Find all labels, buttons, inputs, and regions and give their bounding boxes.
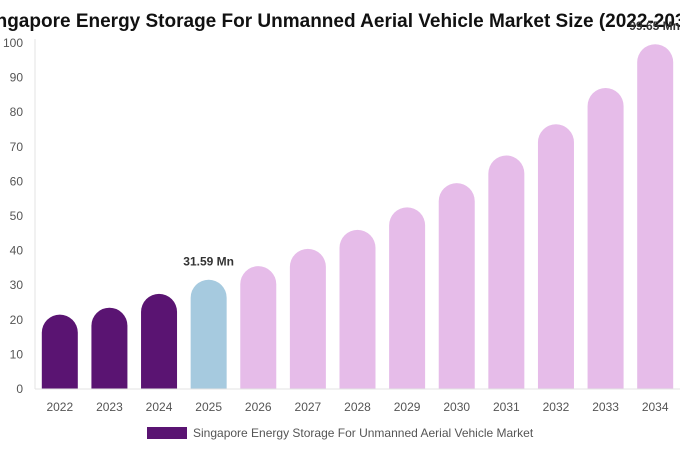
- y-tick-label: 30: [10, 278, 24, 292]
- bar-2027: [289, 248, 326, 389]
- y-tick-label: 60: [10, 174, 24, 188]
- x-tick-label: 2022: [46, 400, 73, 414]
- x-tick-label: 2030: [443, 400, 470, 414]
- x-tick-label: 2027: [295, 400, 322, 414]
- y-tick-label: 10: [10, 347, 24, 361]
- x-axis: 2022 2023 2024 2025 2026 2027 2028 2029 2030 2031…: [35, 388, 680, 414]
- bar-2026: [240, 266, 277, 389]
- legend-swatch: [147, 427, 187, 439]
- bar-2029: [389, 207, 426, 389]
- x-tick-label: 2026: [245, 400, 272, 414]
- bar-2030: [438, 183, 475, 389]
- y-tick-label: 50: [10, 209, 24, 223]
- y-tick-label: 100: [3, 36, 23, 50]
- bar-2031: [488, 155, 525, 389]
- y-tick-label: 70: [10, 140, 24, 154]
- y-tick-label: 0: [16, 382, 23, 396]
- y-tick-label: 90: [10, 71, 24, 85]
- y-axis: 0 10 20 30 40 50 60 70 80 90 100: [3, 36, 36, 396]
- y-tick-label: 40: [10, 244, 24, 258]
- bar-2028: [339, 229, 376, 389]
- legend: Singapore Energy Storage For Unmanned Ae…: [147, 426, 534, 440]
- bar-2023: [91, 307, 128, 389]
- data-labels-group: 31.59 Mn 99.65 Mn: [183, 19, 680, 268]
- x-tick-label: 2031: [493, 400, 520, 414]
- y-tick-label: 80: [10, 105, 24, 119]
- bar-2032: [537, 124, 574, 390]
- x-tick-label: 2029: [394, 400, 421, 414]
- legend-label: Singapore Energy Storage For Unmanned Ae…: [193, 426, 534, 440]
- bar-2033: [587, 87, 624, 389]
- bars-group: [41, 44, 674, 390]
- x-tick-label: 2032: [543, 400, 570, 414]
- data-label: 99.65 Mn: [629, 19, 680, 33]
- x-tick-label: 2023: [96, 400, 123, 414]
- x-tick-label: 2034: [642, 400, 669, 414]
- chart-title: Singapore Energy Storage For Unmanned Ae…: [0, 11, 680, 32]
- bar-2022: [41, 314, 78, 389]
- bar-2024: [141, 293, 178, 389]
- data-label: 31.59 Mn: [183, 255, 234, 269]
- x-tick-label: 2028: [344, 400, 371, 414]
- bar-2034: [637, 44, 674, 389]
- bar-2025: [190, 279, 227, 389]
- y-tick-label: 20: [10, 313, 24, 327]
- x-tick-label: 2025: [195, 400, 222, 414]
- x-tick-label: 2033: [592, 400, 619, 414]
- x-tick-label: 2024: [146, 400, 173, 414]
